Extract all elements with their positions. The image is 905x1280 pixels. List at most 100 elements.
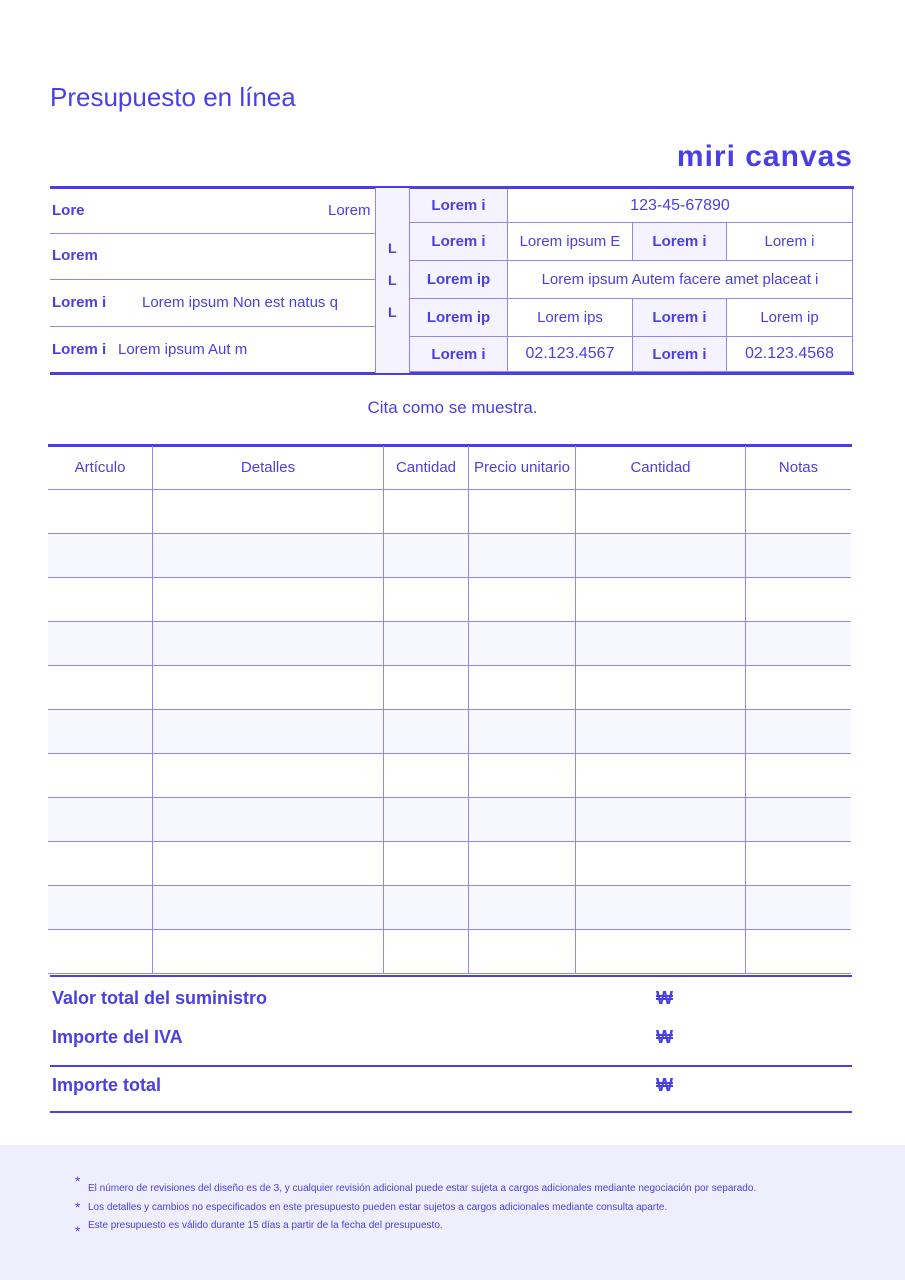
- total-supply-label: Valor total del suministro: [52, 988, 268, 1008]
- cell-unit-price[interactable]: [469, 666, 576, 710]
- header-quantity: Cantidad: [384, 446, 469, 490]
- cell-article[interactable]: [48, 534, 153, 578]
- cell-amount[interactable]: [576, 710, 746, 754]
- cell-amount[interactable]: [576, 622, 746, 666]
- cell-quantity[interactable]: [384, 534, 469, 578]
- field-value: Lorem i: [727, 223, 853, 261]
- side-letter: L: [388, 272, 397, 288]
- cell-quantity[interactable]: [384, 578, 469, 622]
- divider: [50, 975, 852, 977]
- cell-notes[interactable]: [746, 886, 851, 930]
- cell-amount[interactable]: [576, 754, 746, 798]
- cell-details[interactable]: [153, 842, 384, 886]
- divider: [50, 186, 854, 189]
- field-label: Lorem i: [410, 337, 508, 372]
- cell-article[interactable]: [48, 578, 153, 622]
- side-letter: L: [388, 304, 397, 320]
- field-label: Lorem i: [410, 223, 508, 261]
- cell-quantity[interactable]: [384, 798, 469, 842]
- cell-quantity[interactable]: [384, 490, 469, 534]
- cell-quantity[interactable]: [384, 886, 469, 930]
- cell-article[interactable]: [48, 930, 153, 974]
- cell-details[interactable]: [153, 754, 384, 798]
- cell-details[interactable]: [153, 490, 384, 534]
- cell-amount[interactable]: [576, 842, 746, 886]
- cell-quantity[interactable]: [384, 754, 469, 798]
- cell-notes[interactable]: [746, 666, 851, 710]
- grand-total-value: ₩: [656, 1075, 673, 1095]
- cell-notes[interactable]: [746, 930, 851, 974]
- cell-notes[interactable]: [746, 842, 851, 886]
- cell-notes[interactable]: [746, 534, 851, 578]
- cell-unit-price[interactable]: [469, 798, 576, 842]
- cell-article[interactable]: [48, 622, 153, 666]
- cell-amount[interactable]: [576, 930, 746, 974]
- cell-details[interactable]: [153, 666, 384, 710]
- cell-article[interactable]: [48, 754, 153, 798]
- cell-details[interactable]: [153, 930, 384, 974]
- cell-article[interactable]: [48, 886, 153, 930]
- field-label: Lorem ip: [410, 299, 508, 337]
- cell-details[interactable]: [153, 534, 384, 578]
- cell-unit-price[interactable]: [469, 490, 576, 534]
- cell-amount[interactable]: [576, 666, 746, 710]
- divider: [48, 444, 852, 447]
- cell-unit-price[interactable]: [469, 930, 576, 974]
- cell-unit-price[interactable]: [469, 534, 576, 578]
- note: Este presupuesto es válido durante 15 dí…: [88, 1220, 443, 1231]
- divider: [50, 1111, 852, 1113]
- header-amount: Cantidad: [576, 446, 746, 490]
- cell-amount[interactable]: [576, 798, 746, 842]
- cell-article[interactable]: [48, 666, 153, 710]
- cell-quantity[interactable]: [384, 930, 469, 974]
- cell-quantity[interactable]: [384, 666, 469, 710]
- divider: [50, 1065, 852, 1067]
- side-letter: L: [388, 240, 397, 256]
- asterisk-icon: *: [75, 1199, 81, 1215]
- footer-notes: * El número de revisiones del diseño es …: [0, 1145, 905, 1280]
- field-value: 02.123.4567: [508, 337, 633, 372]
- cell-notes[interactable]: [746, 710, 851, 754]
- cell-amount[interactable]: [576, 578, 746, 622]
- cell-unit-price[interactable]: [469, 578, 576, 622]
- field-value: 02.123.4568: [727, 337, 853, 372]
- vat-value: ₩: [656, 1027, 673, 1047]
- header-details: Detalles: [153, 446, 384, 490]
- cell-notes[interactable]: [746, 622, 851, 666]
- cell-amount[interactable]: [576, 490, 746, 534]
- field-value: Lorem ipsum Non est natus q: [142, 294, 338, 311]
- cell-article[interactable]: [48, 490, 153, 534]
- field-value: Lorem ipsum Aut m: [118, 341, 248, 358]
- field-value: Lorem ip: [727, 299, 853, 337]
- field-label: Lore: [52, 202, 85, 219]
- cell-unit-price[interactable]: [469, 710, 576, 754]
- field-value: Lorem ipsum Autem facere amet placeat i: [508, 261, 853, 299]
- cell-unit-price[interactable]: [469, 842, 576, 886]
- page-title: Presupuesto en línea: [50, 82, 296, 112]
- cell-quantity[interactable]: [384, 842, 469, 886]
- header-unit-price: Precio unitario: [469, 446, 576, 490]
- cell-unit-price[interactable]: [469, 886, 576, 930]
- cell-details[interactable]: [153, 578, 384, 622]
- cell-notes[interactable]: [746, 798, 851, 842]
- header-article: Artículo: [48, 446, 153, 490]
- cell-quantity[interactable]: [384, 622, 469, 666]
- cell-details[interactable]: [153, 710, 384, 754]
- cell-details[interactable]: [153, 886, 384, 930]
- cell-amount[interactable]: [576, 886, 746, 930]
- field-label: Lorem i: [52, 294, 107, 311]
- cell-amount[interactable]: [576, 534, 746, 578]
- cell-details[interactable]: [153, 622, 384, 666]
- cell-unit-price[interactable]: [469, 622, 576, 666]
- cell-article[interactable]: [48, 842, 153, 886]
- cell-notes[interactable]: [746, 578, 851, 622]
- cell-unit-price[interactable]: [469, 754, 576, 798]
- cell-notes[interactable]: [746, 490, 851, 534]
- cell-article[interactable]: [48, 710, 153, 754]
- cell-article[interactable]: [48, 798, 153, 842]
- cell-details[interactable]: [153, 798, 384, 842]
- cell-notes[interactable]: [746, 754, 851, 798]
- field-label: Lorem ip: [410, 261, 508, 299]
- cell-quantity[interactable]: [384, 710, 469, 754]
- field-label: Lorem i: [633, 223, 727, 261]
